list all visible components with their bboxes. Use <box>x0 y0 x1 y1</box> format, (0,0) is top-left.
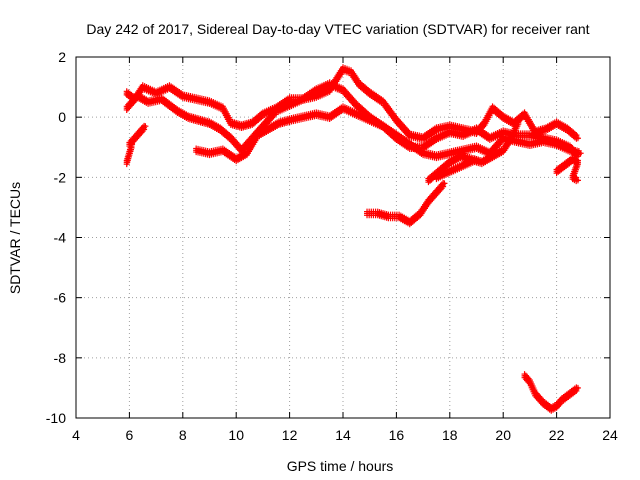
data-point <box>573 132 580 139</box>
x-tick-label: 10 <box>228 427 244 443</box>
x-tick-label: 22 <box>549 427 565 443</box>
data-point <box>574 135 581 142</box>
y-tick-label: -4 <box>54 230 67 246</box>
x-tick-label: 18 <box>442 427 458 443</box>
chart-title: Day 242 of 2017, Sidereal Day-to-day VTE… <box>86 21 589 37</box>
series-track-i <box>553 154 581 185</box>
x-tick-label: 8 <box>179 427 187 443</box>
x-axis-label: GPS time / hours <box>287 458 394 474</box>
series-track-e <box>123 141 136 168</box>
x-tick-label: 20 <box>495 427 511 443</box>
data-point <box>129 141 136 148</box>
y-tick-label: -2 <box>54 169 67 185</box>
data-point <box>441 180 448 187</box>
series-track-h <box>364 180 448 228</box>
x-tick-label: 12 <box>282 427 298 443</box>
y-tick-label: -8 <box>54 350 67 366</box>
x-tick-label: 4 <box>72 427 80 443</box>
x-tick-label: 6 <box>126 427 134 443</box>
axes <box>75 56 611 419</box>
x-tick-label: 16 <box>389 427 405 443</box>
y-tick-label: -6 <box>54 290 67 306</box>
y-axis-label: SDTVAR / TECUs <box>7 182 23 294</box>
x-tick-label: 14 <box>335 427 351 443</box>
data-point <box>142 123 149 130</box>
data-point <box>577 150 584 157</box>
data-point <box>516 117 523 124</box>
series-track-c <box>193 103 584 165</box>
y-tick-label: 0 <box>58 109 66 125</box>
series-track-j <box>521 371 581 414</box>
data-point <box>473 156 480 163</box>
data-point <box>574 177 581 184</box>
data-points <box>123 64 584 414</box>
y-tick-label: 2 <box>58 49 66 65</box>
x-tick-label: 24 <box>602 427 618 443</box>
series-track-g <box>433 155 480 183</box>
plot-frame <box>75 56 611 419</box>
data-point <box>574 384 581 391</box>
y-tick-label: -10 <box>46 410 66 426</box>
